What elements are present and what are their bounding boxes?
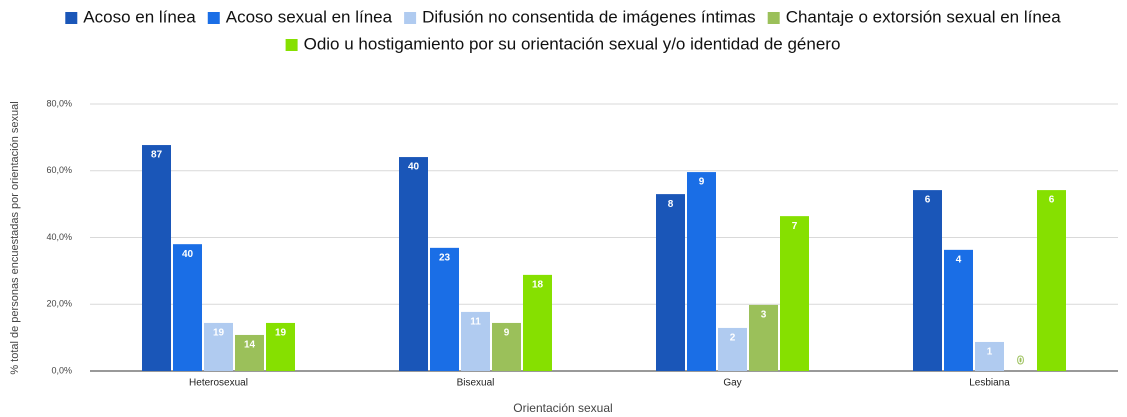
data-label: 40: [408, 162, 420, 173]
y-tick-label: 40,0%: [46, 232, 72, 242]
legend-label: Acoso en línea: [83, 7, 196, 26]
bar: [1037, 190, 1066, 371]
bar: [204, 322, 233, 371]
x-tick-label: Heterosexual: [189, 378, 248, 389]
data-label: 9: [699, 177, 705, 188]
bar: [687, 172, 716, 371]
bar: [142, 145, 171, 371]
legend-label: Odio u hostigamiento por su orientación …: [304, 34, 841, 53]
bar: [235, 334, 264, 371]
y-tick-label: 60,0%: [46, 165, 72, 175]
data-label: 7: [792, 221, 798, 232]
y-tick-label: 0,0%: [51, 365, 72, 375]
data-label: 3: [761, 310, 767, 321]
legend-item: Difusión no consentida de imágenes íntim…: [404, 7, 756, 26]
bar: [430, 247, 459, 371]
bar: [173, 244, 202, 371]
legend-swatch: [207, 12, 220, 24]
legend-swatch: [285, 39, 298, 51]
legend-swatch: [65, 12, 78, 24]
y-tick-label: 80,0%: [46, 98, 72, 108]
data-label: 6: [1049, 195, 1055, 206]
legend-swatch: [767, 12, 780, 24]
bar: [492, 322, 521, 371]
bar: [780, 216, 809, 371]
x-tick-label: Gay: [723, 378, 741, 389]
bar: [749, 304, 778, 371]
bar: [266, 322, 295, 371]
legend-swatch: [404, 12, 417, 24]
bar: [913, 190, 942, 371]
legend-item: Chantaje o extorsión sexual en línea: [767, 7, 1062, 26]
data-label: 14: [244, 340, 256, 351]
y-axis-title: % total de personas encuestadas por orie…: [9, 101, 21, 374]
data-label: 87: [151, 150, 163, 161]
data-label: 0: [1018, 356, 1024, 367]
data-label: 9: [504, 328, 510, 339]
data-label: 1: [987, 347, 993, 358]
bar: [718, 327, 747, 371]
bar: [461, 311, 490, 371]
bar: [523, 274, 552, 371]
bar: [944, 249, 973, 371]
data-label: 18: [532, 280, 544, 291]
x-tick-label: Lesbiana: [969, 378, 1010, 389]
legend-item: Acoso sexual en línea: [207, 7, 393, 26]
legend-item: Acoso en línea: [65, 7, 196, 26]
data-label: 4: [956, 254, 962, 265]
data-label: 40: [182, 249, 194, 260]
data-label: 19: [213, 328, 225, 339]
data-label: 6: [925, 195, 931, 206]
data-label: 11: [470, 317, 481, 328]
data-label: 8: [668, 199, 674, 210]
data-label: 23: [439, 252, 451, 263]
x-tick-label: Bisexual: [457, 378, 495, 389]
bar: [399, 157, 428, 371]
x-axis-title: Orientación sexual: [513, 401, 612, 415]
bar: [656, 194, 685, 371]
legend-label: Acoso sexual en línea: [226, 7, 393, 26]
legend-item: Odio u hostigamiento por su orientación …: [285, 34, 841, 53]
data-label: 19: [275, 328, 287, 339]
legend-label: Chantaje o extorsión sexual en línea: [786, 7, 1062, 26]
data-label: 2: [730, 333, 736, 344]
bar: [975, 341, 1004, 371]
y-tick-label: 20,0%: [46, 299, 72, 309]
legend-label: Difusión no consentida de imágenes íntim…: [422, 7, 756, 26]
